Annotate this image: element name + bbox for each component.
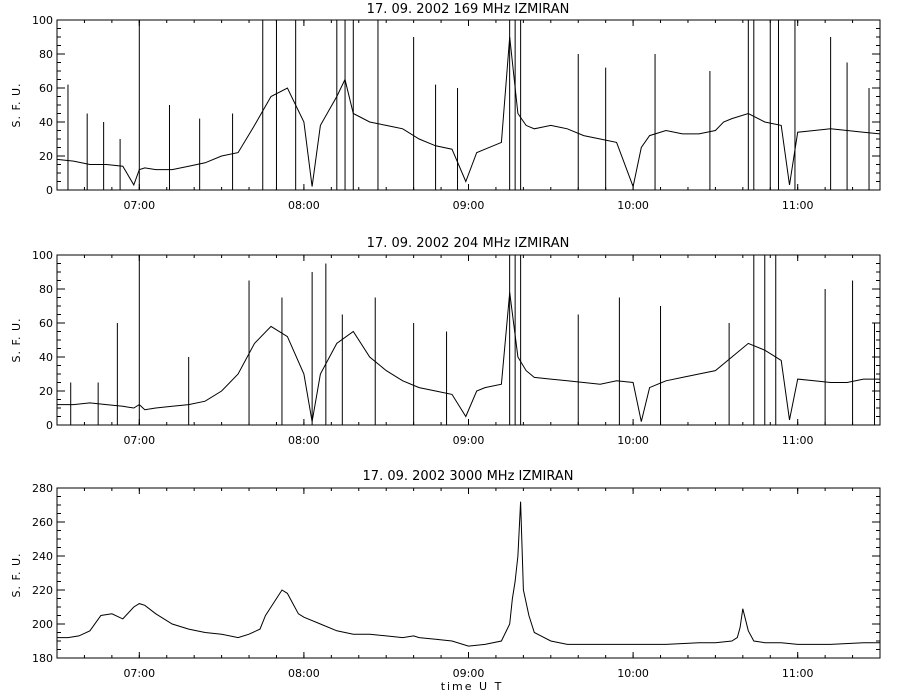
panel-3000mhz-ytick-label: 260 xyxy=(32,516,53,529)
panel-204mhz-frame xyxy=(56,254,881,426)
panel-204mhz-xtick: 11:00 xyxy=(782,255,814,447)
panel-169mhz-xtick: 10:00 xyxy=(617,20,649,212)
panel-169mhz-xtick-label: 08:00 xyxy=(288,199,320,212)
panel-3000mhz-series-line xyxy=(57,501,880,647)
panel-169mhz: 17. 09. 2002 169 MHz IZMIRAN S. F. U. 07… xyxy=(10,2,881,212)
panel-3000mhz-ytick: 260 xyxy=(32,516,880,529)
panel-3000mhz-ytick-label: 200 xyxy=(32,618,53,631)
panel-3000mhz-xtick-label: 11:00 xyxy=(782,667,814,680)
panel-169mhz-ytick-label: 60 xyxy=(39,82,53,95)
panel-3000mhz-xtick: 10:00 xyxy=(617,488,649,680)
panel-3000mhz-frame xyxy=(56,487,881,659)
panel-3000mhz-title: 17. 09. 2002 3000 MHz IZMIRAN xyxy=(363,469,574,484)
panel-204mhz: 17. 09. 2002 204 MHz IZMIRAN S. F. U. 07… xyxy=(10,236,881,447)
panel-169mhz-series-line xyxy=(56,36,881,189)
panel-204mhz-xtick-label: 11:00 xyxy=(782,434,814,447)
panel-169mhz-title: 17. 09. 2002 169 MHz IZMIRAN xyxy=(367,2,570,17)
panel-3000mhz-ytick-label: 180 xyxy=(32,652,53,665)
panel-204mhz-ytick-label: 0 xyxy=(46,419,53,432)
panel-204mhz-ytick-label: 20 xyxy=(39,385,53,398)
panel-204mhz-plot: 07:00 08:00 09:00 10:00 11:00 0 20 40 60 80 100 xyxy=(32,249,881,447)
panel-3000mhz-ylabel: S. F. U. xyxy=(10,552,23,597)
panel-169mhz-xtick-label: 10:00 xyxy=(617,199,649,212)
panel-169mhz-ytick-label: 0 xyxy=(46,184,53,197)
panel-3000mhz-xtick-label: 07:00 xyxy=(123,667,155,680)
panel-3000mhz-xlabel: time U T xyxy=(441,680,504,693)
panel-204mhz-xtick: 09:00 xyxy=(453,255,485,447)
panel-3000mhz-plot: 07:00 08:00 09:00 10:00 11:00 180 200 220 240 260… xyxy=(32,482,881,680)
panel-169mhz-ytick-label: 20 xyxy=(39,150,53,163)
panel-169mhz-plot: 07:00 08:00 09:00 10:00 11:00 0 20 40 60 80 100 xyxy=(32,14,881,212)
panel-204mhz-xtick-label: 08:00 xyxy=(288,434,320,447)
panel-169mhz-xtick: 08:00 xyxy=(288,20,320,212)
panel-3000mhz-xtick-label: 10:00 xyxy=(617,667,649,680)
panel-169mhz-xtick-label: 11:00 xyxy=(782,199,814,212)
panel-3000mhz: 17. 09. 2002 3000 MHz IZMIRAN S. F. U. 0… xyxy=(10,469,881,693)
panel-3000mhz-ytick: 240 xyxy=(32,550,880,563)
panel-204mhz-ytick-label: 80 xyxy=(39,283,53,296)
panel-3000mhz-xtick: 08:00 xyxy=(288,488,320,680)
panel-169mhz-xtick-label: 07:00 xyxy=(123,199,155,212)
panel-169mhz-ytick-label: 100 xyxy=(32,14,53,27)
panel-3000mhz-ytick: 220 xyxy=(32,584,880,597)
panel-169mhz-xtick-label: 09:00 xyxy=(453,199,485,212)
panel-169mhz-frame xyxy=(56,19,881,191)
panel-3000mhz-xtick-label: 08:00 xyxy=(288,667,320,680)
panel-204mhz-ytick-label: 60 xyxy=(39,317,53,330)
panel-3000mhz-ytick-label: 240 xyxy=(32,550,53,563)
panel-3000mhz-xtick: 07:00 xyxy=(123,488,155,680)
panel-3000mhz-xtick: 09:00 xyxy=(453,488,485,680)
panel-169mhz-ytick-label: 80 xyxy=(39,48,53,61)
panel-204mhz-xtick-label: 09:00 xyxy=(453,434,485,447)
panel-204mhz-ytick-label: 100 xyxy=(32,249,53,262)
panel-169mhz-ytick-label: 40 xyxy=(39,116,53,129)
panel-3000mhz-ytick: 200 xyxy=(32,618,880,631)
panel-204mhz-title: 17. 09. 2002 204 MHz IZMIRAN xyxy=(367,236,570,251)
panel-204mhz-ytick-label: 40 xyxy=(39,351,53,364)
panel-204mhz-ylabel: S. F. U. xyxy=(10,317,23,362)
panel-3000mhz-ytick-label: 280 xyxy=(32,482,53,495)
panel-204mhz-xtick: 10:00 xyxy=(617,255,649,447)
panel-204mhz-series-line xyxy=(57,292,880,422)
panel-3000mhz-xtick: 11:00 xyxy=(782,488,814,680)
panel-3000mhz-xtick-label: 09:00 xyxy=(453,667,485,680)
panel-204mhz-xtick: 08:00 xyxy=(288,255,320,447)
panel-3000mhz-ytick-label: 220 xyxy=(32,584,53,597)
panel-169mhz-ylabel: S. F. U. xyxy=(10,82,23,127)
panel-204mhz-xtick-label: 07:00 xyxy=(123,434,155,447)
panel-204mhz-xtick-label: 10:00 xyxy=(617,434,649,447)
panel-169mhz-xtick: 11:00 xyxy=(782,20,814,212)
